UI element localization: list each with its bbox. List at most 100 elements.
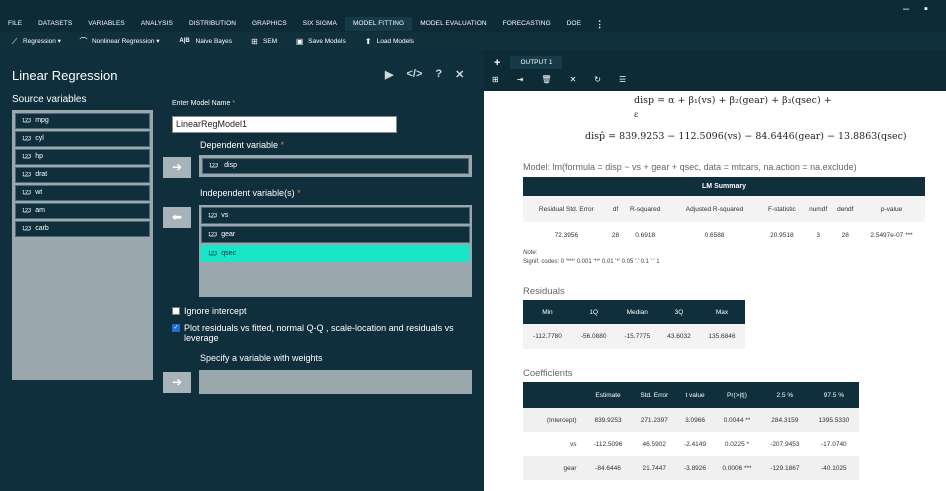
model-name-label-text: Enter Model Name [172, 100, 231, 107]
lm-header-cell: numdf [803, 196, 833, 222]
run-icon[interactable]: ▶ [385, 69, 394, 81]
checkbox-unchecked-icon [172, 307, 180, 315]
menu-item-variables[interactable]: VARIABLES [88, 20, 125, 27]
add-tab-icon[interactable]: + [494, 56, 501, 69]
coefficients-title: Coefficients [523, 368, 573, 379]
naive-bayes-button[interactable]: A|B Naive Bayes [178, 37, 233, 46]
coef-value-cell: 46.5902 [642, 440, 667, 448]
minimize-button[interactable]: – [903, 3, 910, 15]
nonlinear-regression-label: Nonlinear Regression ▾ [91, 38, 160, 45]
add-output-icon[interactable]: ⊞ [492, 75, 499, 84]
list-icon[interactable]: ☰ [618, 75, 627, 84]
naive-bayes-label: Naive Bayes [195, 37, 233, 45]
refresh-icon[interactable]: ↻ [594, 75, 601, 84]
main-menu: FILE DATASETS VARIABLES ANALYSIS DISTRIBUTIO… [0, 16, 610, 32]
plot-residuals-checkbox[interactable]: ✓ Plot residuals vs fitted, normal Q-Q ,… [172, 323, 472, 343]
coef-value-cell: 839.9253 [584, 408, 632, 432]
source-variable-cyl[interactable]: 1̲2̲3 cyl [15, 131, 150, 147]
coef-header-cell: Std. Error [631, 382, 677, 408]
lm-header-cell: Residual Std. Error [523, 196, 610, 222]
menu-item-analysis[interactable]: ANALYSIS [140, 20, 173, 27]
independent-variable-vs[interactable]: 1̲2̲3 vs [201, 207, 470, 224]
menu-item-datasets[interactable]: DATASETS [38, 20, 73, 27]
weights-variable-box[interactable] [199, 370, 472, 394]
model-name-label: Enter Model Name * [172, 100, 235, 107]
dependent-variable-box[interactable]: 1̲2̲3 disp [199, 155, 472, 177]
coef-row-name: (Intercept) [523, 408, 585, 432]
move-from-independent-button[interactable]: ⬅ [163, 207, 191, 228]
ignore-intercept-checkbox[interactable]: Ignore intercept [172, 306, 247, 316]
tab-output-1[interactable]: OUTPUT 1 [510, 56, 563, 69]
sem-button[interactable]: ⊞ SEM [250, 37, 277, 46]
more-menu-icon[interactable]: ⋮ [595, 18, 605, 29]
source-variable-hp[interactable]: 1̲2̲3 hp [15, 149, 150, 165]
source-variables-label: Source variables [12, 94, 87, 105]
numeric-variable-icon: 1̲2̲3 [208, 232, 218, 238]
menu-item-model-fitting[interactable]: MODEL FITTING [344, 17, 413, 31]
model-call: Model: lm(formula = disp ~ vs + gear + q… [523, 162, 857, 172]
help-icon[interactable]: ? [435, 68, 443, 80]
grid-diagram-icon: ⊞ [251, 36, 258, 46]
delete-icon[interactable]: 🗑 [541, 75, 552, 84]
scatter-chart-icon: ⟋ [11, 36, 18, 46]
coef-value-cell: 0.0044 ** [713, 408, 761, 432]
source-variable-drat[interactable]: 1̲2̲3 drat [15, 167, 150, 183]
maximize-button[interactable]: ▪ [924, 3, 928, 15]
residual-value-cell: -112.7780 [523, 324, 572, 349]
lm-header-cell: R-squared [621, 196, 670, 222]
load-models-button[interactable]: ⬆ Load Models [364, 37, 414, 46]
menu-item-file[interactable]: FILE [8, 20, 23, 27]
residual-header-cell: Max [698, 300, 745, 324]
coef-header-cell: 97.5 % [808, 382, 859, 408]
regression-menu[interactable]: ⟋ Regression ▾ [10, 37, 61, 46]
source-variables-list[interactable]: 1̲2̲3 mpg 1̲2̲3 cyl 1̲2̲3 hp 1̲2̲3 drat 1̲2̲3 wt 1… [12, 110, 153, 380]
nonlinear-regression-menu[interactable]: ⌒ Nonlinear Regression ▾ [79, 37, 160, 46]
lm-header-cell: p-value [858, 196, 925, 222]
independent-variable-gear[interactable]: 1̲2̲3 gear [201, 226, 470, 243]
independent-variable-qsec[interactable]: 1̲2̲3 qsec [201, 245, 470, 262]
coef-value-cell: -17.0740 [821, 440, 847, 448]
variable-name: mpg [35, 117, 49, 124]
lm-value-cell: 0.6588 [704, 231, 725, 239]
source-variable-carb[interactable]: 1̲2̲3 carb [15, 221, 150, 237]
dependent-variable-label: Dependent variable * [200, 140, 284, 150]
menu-item-six-sigma[interactable]: SIX SIGMA [302, 20, 337, 27]
source-variable-mpg[interactable]: 1̲2̲3 mpg [15, 113, 150, 129]
coef-value-cell: 0.0225 * [724, 440, 750, 448]
weights-label: Specify a variable with weights [200, 353, 323, 363]
variable-name: wt [35, 189, 43, 196]
coef-header-cell: Estimate [584, 382, 632, 408]
plot-residuals-label: Plot residuals vs fitted, normal Q-Q , s… [184, 323, 454, 343]
variable-name: am [35, 207, 45, 214]
coef-header-cell: t value [677, 382, 714, 408]
coef-value-cell: -2.4149 [683, 440, 707, 448]
move-to-weights-button[interactable]: ➔ [163, 372, 191, 393]
independent-variables-list[interactable]: 1̲2̲3 vs 1̲2̲3 gear 1̲2̲3 qsec [199, 205, 472, 297]
numeric-variable-icon: 1̲2̲3 [22, 226, 32, 232]
lm-header-cell: dendf [832, 196, 859, 222]
close-icon[interactable]: ✕ [569, 75, 577, 84]
code-icon[interactable]: </> [406, 68, 423, 80]
menu-item-model-evaluation[interactable]: MODEL EVALUATION [420, 20, 487, 27]
panel-title: Linear Regression [12, 68, 118, 83]
ignore-intercept-label: Ignore intercept [184, 306, 247, 316]
model-formula-error: ε [634, 110, 639, 119]
numeric-variable-icon: 1̲2̲3 [22, 118, 32, 124]
numeric-variable-icon: 1̲2̲3 [22, 208, 32, 214]
move-to-dependent-button[interactable]: ➔ [163, 157, 191, 178]
source-variable-am[interactable]: 1̲2̲3 am [15, 203, 150, 219]
coef-value-cell: -112.5096 [593, 440, 623, 448]
export-icon[interactable]: ⇥ [516, 75, 524, 84]
close-icon[interactable]: ✕ [455, 69, 465, 81]
note-label: Note: [523, 250, 538, 256]
model-name-input[interactable]: LinearRegModel1 [172, 116, 397, 133]
lm-summary-table: LM Summary Residual Std. Error df R-square… [523, 177, 925, 248]
dependent-variable-item[interactable]: 1̲2̲3 disp [202, 158, 469, 174]
menu-item-doe[interactable]: DOE [566, 20, 582, 27]
menu-item-distribution[interactable]: DISTRIBUTION [188, 20, 237, 27]
menu-item-forecasting[interactable]: FORECASTING [502, 20, 551, 27]
coef-row-name: vs [569, 440, 577, 448]
menu-item-graphics[interactable]: GRAPHICS [252, 20, 287, 27]
save-models-button[interactable]: ▣ Save Models [295, 37, 346, 46]
source-variable-wt[interactable]: 1̲2̲3 wt [15, 185, 150, 201]
